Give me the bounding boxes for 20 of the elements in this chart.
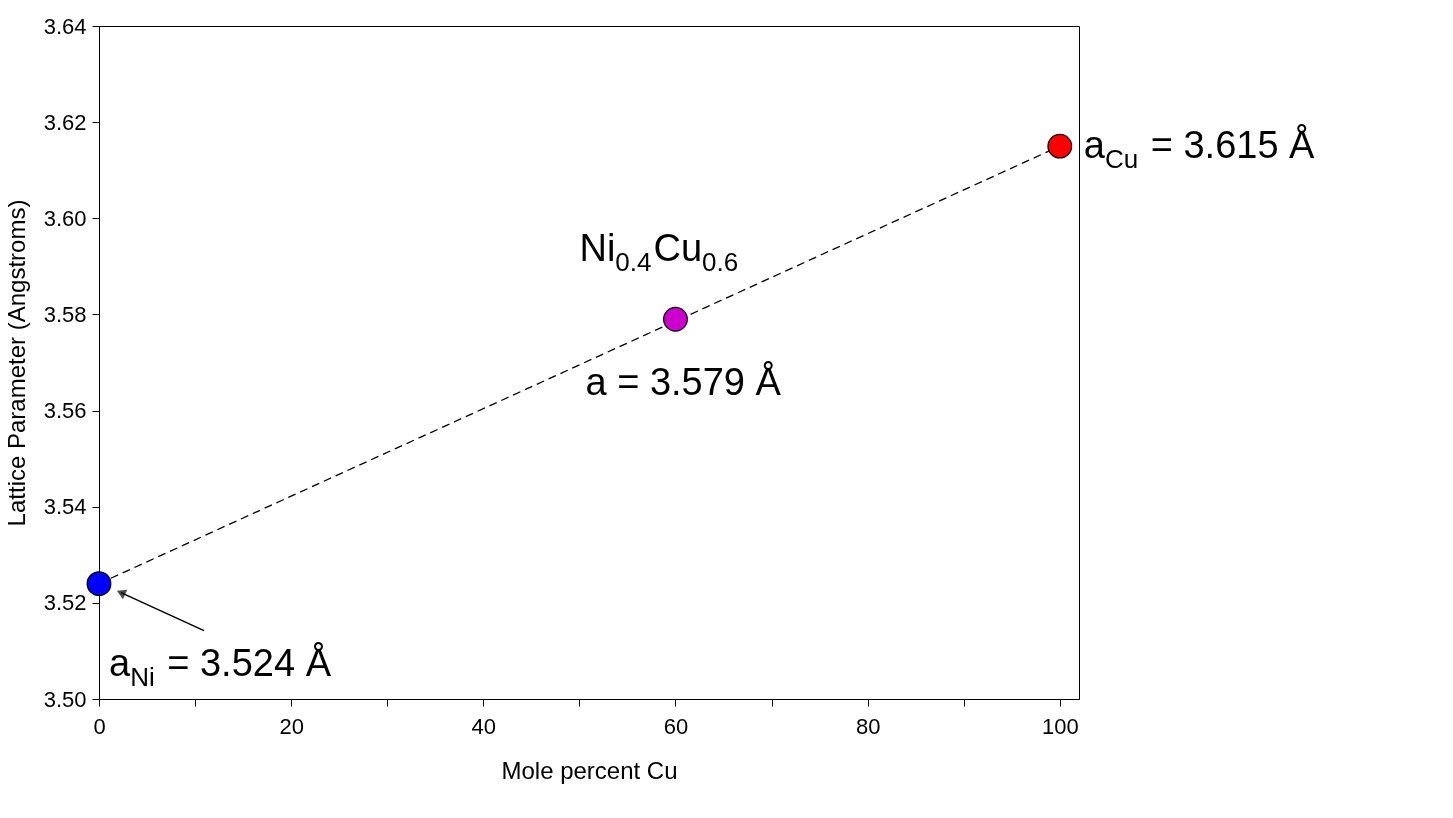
x-tick-label: 100	[1041, 713, 1079, 739]
x-tick-label: 60	[663, 713, 689, 739]
annotation: a = 3.579 Å	[585, 360, 782, 404]
y-tick-label: 3.62	[43, 109, 87, 135]
x-axis-title: Mole percent Cu	[501, 756, 678, 784]
point	[1047, 133, 1073, 159]
y-tick-label: 3.64	[43, 13, 87, 39]
point	[86, 571, 112, 597]
point	[663, 306, 688, 332]
y-tick-label: 3.56	[43, 398, 87, 424]
y-tick-label: 3.58	[43, 301, 87, 327]
x-tick-label: 80	[855, 713, 881, 739]
y-tick-label: 3.52	[43, 590, 87, 616]
x-tick-label: 0	[93, 713, 106, 739]
y-tick-label: 3.60	[43, 205, 87, 231]
x-tick-label: 40	[471, 713, 497, 739]
y-tick-label: 3.54	[43, 494, 87, 520]
y-tick-label: 3.50	[43, 686, 87, 712]
y-axis-title: Lattice Parameter (Angstroms)	[2, 199, 30, 527]
x-tick-label: 20	[279, 713, 304, 739]
